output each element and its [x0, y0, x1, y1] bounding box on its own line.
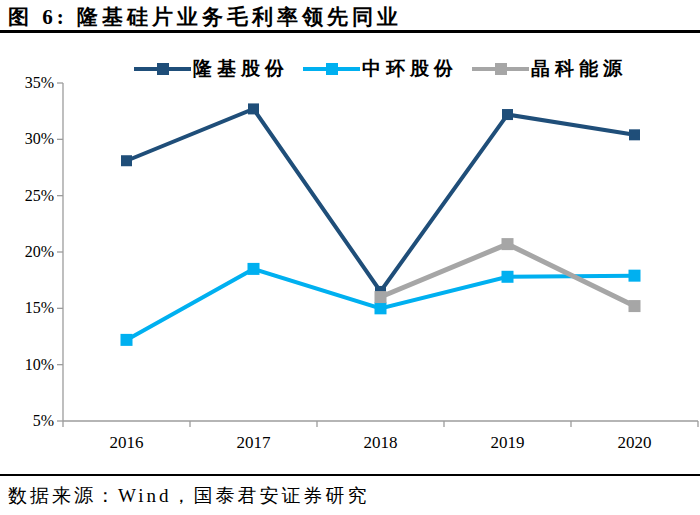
data-point-marker	[502, 271, 514, 283]
data-point-marker	[121, 155, 132, 166]
x-tick-label: 2017	[214, 433, 294, 453]
data-point-marker	[375, 302, 387, 314]
x-tick-label: 2020	[595, 433, 675, 453]
y-tick-label: 30%	[0, 129, 54, 149]
y-tick-label: 20%	[0, 242, 54, 262]
data-point-marker	[629, 270, 641, 282]
x-tick-label: 2019	[468, 433, 548, 453]
data-point-marker	[375, 291, 387, 303]
y-tick-label: 5%	[0, 411, 54, 431]
y-tick-label: 35%	[0, 73, 54, 93]
x-tick-label: 2016	[87, 433, 167, 453]
data-point-marker	[629, 129, 640, 140]
series-line-0	[127, 109, 635, 292]
data-point-marker	[502, 109, 513, 120]
data-point-marker	[121, 334, 133, 346]
data-point-marker	[248, 263, 260, 275]
data-source: 数据来源：Wind，国泰君安证券研究	[0, 474, 700, 509]
data-point-marker	[248, 103, 259, 114]
y-tick-label: 25%	[0, 186, 54, 206]
x-tick-label: 2018	[341, 433, 421, 453]
y-tick-label: 15%	[0, 298, 54, 318]
data-point-marker	[629, 300, 641, 312]
data-point-marker	[502, 238, 514, 250]
figure: 图 6: 隆基硅片业务毛利率领先同业 隆基股份中环股份晶科能源 35%30%25…	[0, 0, 700, 515]
y-tick-label: 10%	[0, 355, 54, 375]
